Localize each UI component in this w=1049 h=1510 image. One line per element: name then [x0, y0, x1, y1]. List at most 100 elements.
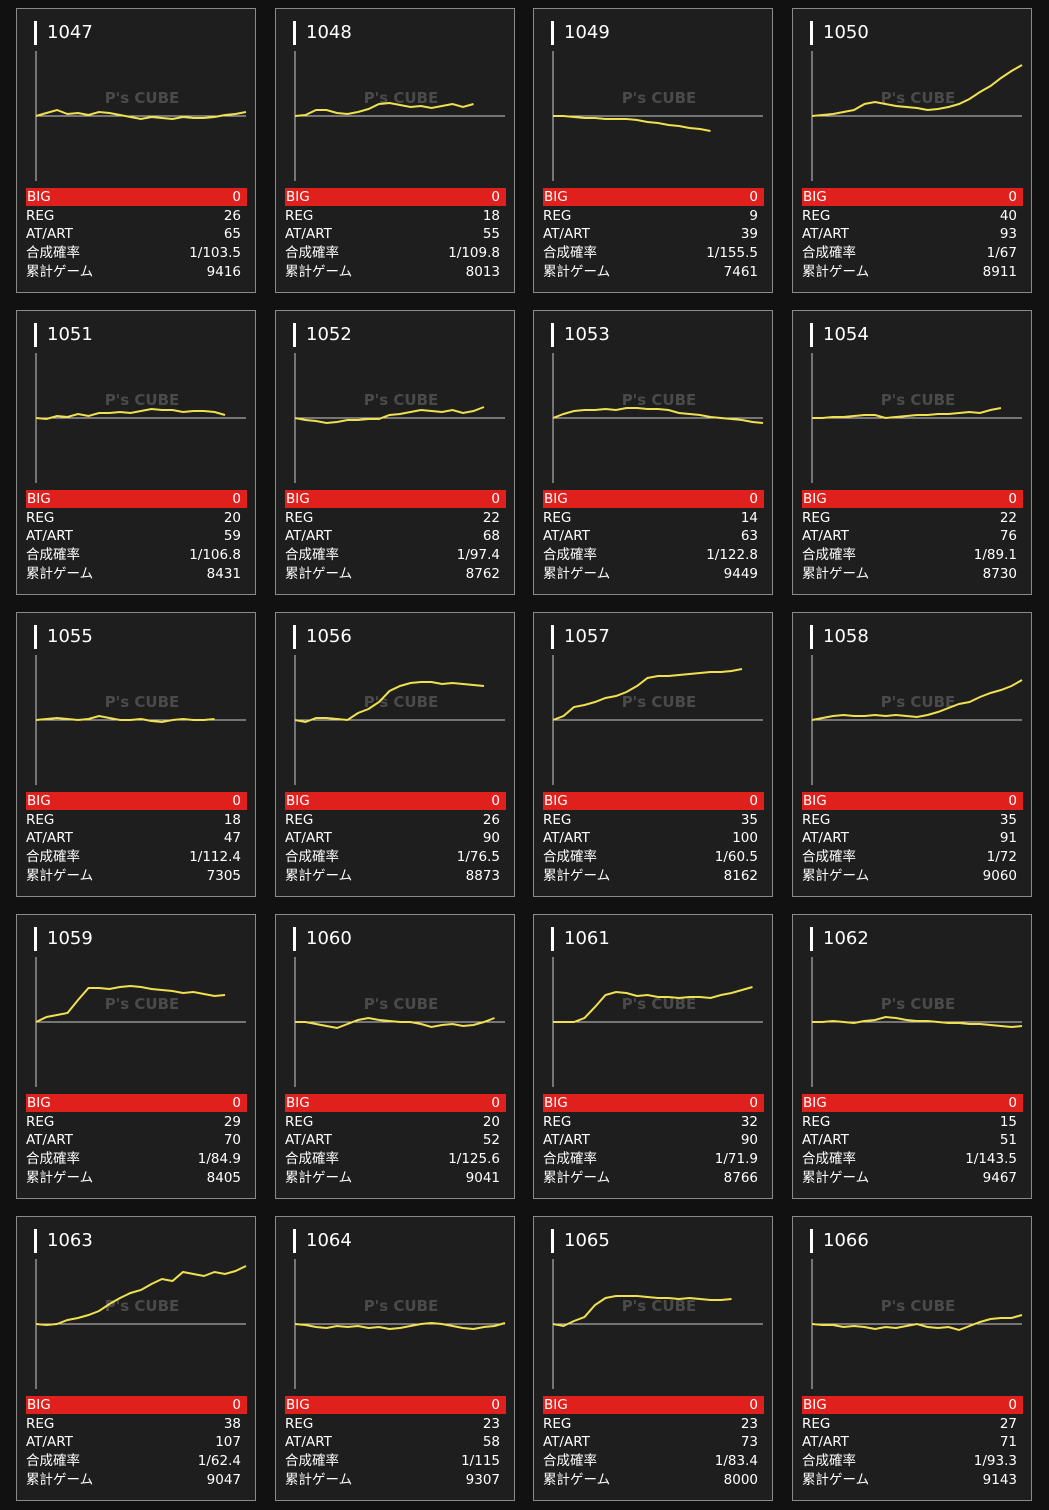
stat-value: 100: [732, 830, 758, 846]
stat-row: AT/ART 68: [285, 527, 500, 545]
stat-label: REG: [26, 208, 55, 224]
stat-label: REG: [802, 812, 831, 828]
stat-value: 20: [223, 510, 241, 526]
stat-value: 0: [749, 1095, 758, 1111]
stat-label: 累計ゲーム: [285, 1170, 353, 1186]
stat-value: 1/83.4: [714, 1453, 758, 1469]
stat-label: 累計ゲーム: [543, 566, 611, 582]
stat-label: BIG: [544, 1095, 568, 1111]
stat-value: 1/112.4: [189, 849, 241, 865]
stat-label: 累計ゲーム: [802, 1170, 870, 1186]
stat-row: 合成確率 1/115: [285, 1452, 500, 1470]
stat-label: BIG: [27, 1095, 51, 1111]
stat-row: REG 35: [543, 811, 758, 829]
machine-card: P's CUBE 1061 BIG 0 REG 32 AT/ART 90 合成確率 1/71.9 累…: [533, 914, 773, 1199]
stat-value: 8762: [465, 566, 500, 582]
stat-row: BIG 0: [26, 1094, 247, 1112]
stat-row: 合成確率 1/112.4: [26, 848, 241, 866]
stat-label: AT/ART: [543, 1132, 590, 1148]
stat-label: 累計ゲーム: [802, 868, 870, 884]
stat-row: AT/ART 47: [26, 829, 241, 847]
stat-label: AT/ART: [285, 830, 332, 846]
machine-number: 1050: [810, 21, 869, 45]
sparkline: [35, 984, 226, 1023]
stat-row: 合成確率 1/143.5: [802, 1150, 1017, 1168]
stat-value: 1/143.5: [965, 1151, 1017, 1167]
stat-value: 1/93.3: [973, 1453, 1017, 1469]
stat-row: 累計ゲーム 9041: [285, 1169, 500, 1187]
chart: P's CUBE: [35, 1259, 247, 1389]
sparkline: [811, 64, 1023, 117]
watermark: P's CUBE: [364, 995, 439, 1013]
stat-value: 59: [223, 528, 241, 544]
stat-label: 累計ゲーム: [26, 566, 94, 582]
sparkline: [811, 1314, 1023, 1332]
stat-value: 9060: [982, 868, 1017, 884]
stat-value: 9467: [982, 1170, 1017, 1186]
stat-label: 累計ゲーム: [26, 1472, 94, 1488]
stat-label: 累計ゲーム: [26, 868, 94, 884]
stat-label: 合成確率: [26, 849, 80, 865]
stat-label: REG: [543, 1416, 572, 1432]
stat-row: AT/ART 93: [802, 225, 1017, 243]
watermark: P's CUBE: [105, 693, 180, 711]
chart: P's CUBE: [294, 655, 505, 785]
stat-row: REG 20: [285, 1113, 500, 1131]
stat-value: 0: [491, 1397, 500, 1413]
stat-value: 91: [999, 830, 1017, 846]
stat-value: 0: [491, 1095, 500, 1111]
stat-row: BIG 0: [26, 792, 247, 810]
stat-label: 合成確率: [26, 245, 80, 261]
stat-value: 18: [482, 208, 500, 224]
stat-row: 累計ゲーム 8013: [285, 263, 500, 281]
stat-value: 23: [740, 1416, 758, 1432]
stat-row: 累計ゲーム 9467: [802, 1169, 1017, 1187]
stat-row: 累計ゲーム 7305: [26, 867, 241, 885]
stat-row: REG 23: [285, 1415, 500, 1433]
stat-label: 累計ゲーム: [543, 1472, 611, 1488]
stat-value: 107: [215, 1434, 241, 1450]
stat-label: 累計ゲーム: [802, 264, 870, 280]
stat-label: 合成確率: [543, 1453, 597, 1469]
stat-value: 29: [223, 1114, 241, 1130]
machine-number: 1051: [34, 323, 93, 347]
stat-row: BIG 0: [285, 1094, 506, 1112]
stat-row: BIG 0: [543, 188, 764, 206]
stat-row: BIG 0: [26, 490, 247, 508]
stat-label: 累計ゲーム: [285, 566, 353, 582]
stat-value: 0: [232, 1397, 241, 1413]
stat-row: 累計ゲーム 8431: [26, 565, 241, 583]
stat-value: 1/76.5: [456, 849, 500, 865]
stat-label: BIG: [803, 1397, 827, 1413]
stat-label: REG: [802, 208, 831, 224]
chart: P's CUBE: [811, 655, 1023, 785]
watermark: P's CUBE: [105, 89, 180, 107]
stat-value: 26: [482, 812, 500, 828]
stat-label: AT/ART: [543, 830, 590, 846]
machine-card: P's CUBE 1047 BIG 0 REG 26 AT/ART 65 合成確率 1/103.5…: [16, 8, 256, 293]
machine-number: 1056: [293, 625, 352, 649]
watermark: P's CUBE: [364, 89, 439, 107]
stat-value: 22: [482, 510, 500, 526]
stat-value: 63: [740, 528, 758, 544]
stat-row: REG 22: [285, 509, 500, 527]
stat-value: 0: [749, 491, 758, 507]
stat-value: 8000: [723, 1472, 758, 1488]
machine-card: P's CUBE 1054 BIG 0 REG 22 AT/ART 76 合成確率 1/89.1 累…: [792, 310, 1032, 595]
stat-value: 8873: [465, 868, 500, 884]
stat-label: REG: [26, 510, 55, 526]
stat-value: 39: [740, 226, 758, 242]
stat-label: AT/ART: [543, 1434, 590, 1450]
stat-label: 累計ゲーム: [285, 264, 353, 280]
stat-value: 58: [482, 1434, 500, 1450]
machine-card: P's CUBE 1052 BIG 0 REG 22 AT/ART 68 合成確率 1/97.4 累…: [275, 310, 515, 595]
stat-value: 8730: [982, 566, 1017, 582]
stat-value: 26: [223, 208, 241, 224]
stat-value: 27: [999, 1416, 1017, 1432]
stat-label: BIG: [286, 491, 310, 507]
stat-value: 0: [1008, 793, 1017, 809]
stat-value: 8405: [206, 1170, 241, 1186]
stat-label: 累計ゲーム: [802, 566, 870, 582]
stat-row: 累計ゲーム 8762: [285, 565, 500, 583]
